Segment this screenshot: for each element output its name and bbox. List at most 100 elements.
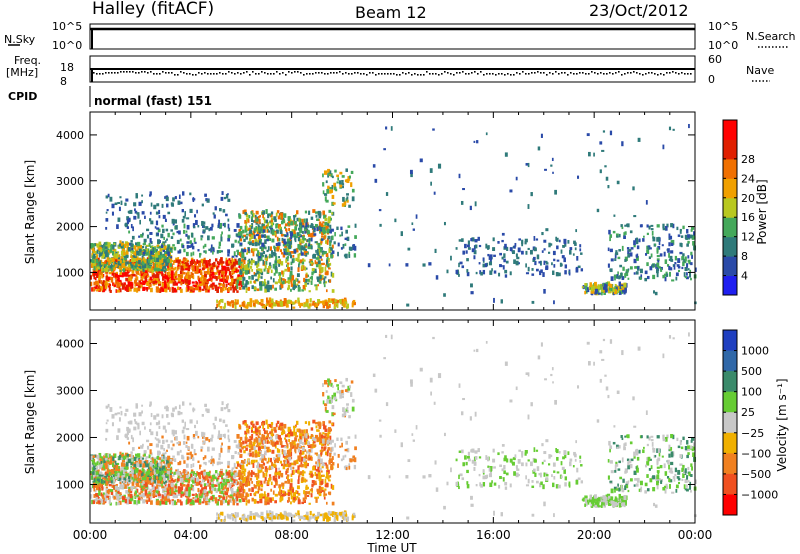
power-echo [256,270,259,275]
velocity-echo [180,491,184,494]
power-echo [317,299,321,304]
velocity-echo [126,478,128,482]
velocity-echo [156,477,161,482]
power-echo [114,258,118,263]
power-echo [556,259,560,262]
power-echo [236,223,240,228]
velocity-echo [220,471,223,475]
power-echo [197,225,200,228]
power-echo [218,250,222,254]
velocity-echo [209,490,213,493]
velocity-echo [132,478,136,482]
power-echo [127,280,130,283]
power-echo [351,196,355,202]
power-echo [306,224,310,228]
power-echo [260,276,263,279]
velocity-echo [90,470,93,474]
nave-point [513,74,515,76]
power-echo [121,248,126,251]
velocity-echo [151,480,154,483]
power-echo [130,259,133,265]
velocity-echo [133,456,137,462]
nave-point [498,73,500,75]
power-echo [163,236,166,240]
nave-point [546,74,548,76]
power-echo [239,269,242,272]
power-echo [255,218,259,222]
power-echo [270,229,273,234]
power-echo [232,278,236,282]
power-echo [458,262,460,268]
power-echo [145,244,149,248]
power-echo [161,288,165,292]
power-echo [116,289,120,293]
power-echo [504,243,507,249]
power-echo [290,283,293,287]
power-echo [290,288,292,292]
power-echo [598,292,601,295]
nave-point [336,72,338,74]
power-echo [299,228,303,233]
velocity-echo [151,481,155,485]
power-echo [223,222,226,228]
power-echo [143,241,146,246]
velocity-echo [144,489,148,493]
power-echo [157,254,161,258]
power-echo [624,231,627,235]
velocity-echo [169,499,171,505]
power-echo [142,268,145,272]
power-echo [207,235,210,241]
power-echo [328,248,331,254]
power-echo [133,202,137,207]
power-echo [580,268,584,272]
power-echo [163,256,167,260]
power-echo [238,276,242,281]
power-echo [252,302,256,307]
power-echo [419,158,423,163]
velocity-echo [144,483,148,488]
velocity-echo [148,497,151,502]
nave-point [126,71,128,73]
power-echo [174,196,177,200]
power-echo [232,243,235,248]
power-echo [221,231,223,235]
power-echo [283,213,287,218]
power-echo [237,231,240,236]
power-echo [278,262,281,267]
power-echo [220,287,223,293]
power-echo [226,260,229,264]
power-echo [579,248,582,252]
power-echo [266,249,269,253]
velocity-echo [131,486,135,489]
power-echo [199,252,202,256]
power-echo [226,267,230,271]
nave-point [240,73,242,75]
power-echo [221,273,223,277]
power-echo [203,276,207,282]
power-echo [205,226,209,230]
power-echo [257,300,260,305]
velocity-echo [119,495,122,499]
power-echo [184,211,187,217]
power-echo [126,266,128,270]
power-echo [209,226,213,231]
power-echo [162,214,166,219]
power-echo [295,257,298,262]
power-echo [232,287,236,293]
velocity-echo [98,483,102,487]
nave-point [465,73,467,75]
nave-point [429,73,431,75]
power-echo [260,256,263,261]
nave-point [402,72,404,74]
velocity-echo [145,456,149,459]
power-echo [286,238,290,243]
velocity-echo [177,489,181,494]
power-echo [260,271,264,276]
power-echo [201,267,205,271]
power-echo [119,275,123,278]
power-echo [541,232,544,236]
power-echo [227,234,231,239]
power-echo [103,243,105,249]
power-echo [171,280,175,283]
nave-point [543,72,545,74]
